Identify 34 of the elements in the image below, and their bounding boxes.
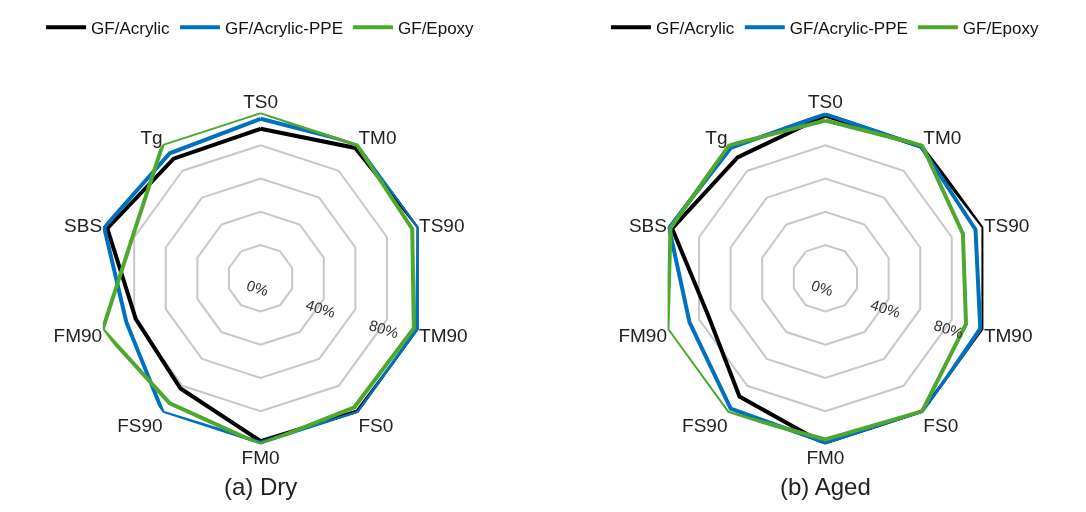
spoke-label: FM90: [618, 324, 667, 346]
spoke-label: FM0: [241, 446, 280, 468]
spoke-label: TM90: [419, 324, 468, 346]
text: (a) Dry: [224, 473, 298, 500]
spoke-label: TM90: [983, 324, 1033, 346]
spoke-label: TS90: [983, 214, 1030, 236]
legend-label: GF/Epoxy: [398, 18, 475, 38]
legend-label: GF/Epoxy: [962, 18, 1039, 38]
spoke-label: TS0: [807, 90, 843, 112]
spoke-label: TM0: [358, 127, 397, 149]
y-tick-label: 80%: [366, 316, 401, 342]
spoke-label: FS90: [117, 415, 163, 437]
spoke-label: TS0: [243, 90, 279, 112]
spoke-label: SBS: [628, 214, 667, 236]
spoke-label: FM90: [53, 324, 103, 346]
spoke-label: TM0: [923, 127, 962, 149]
spoke-label: FM0: [806, 446, 845, 468]
y-tick-label: 0%: [809, 276, 836, 300]
y-tick-label: 40%: [303, 295, 338, 322]
y-tick-label: 40%: [868, 295, 903, 322]
spoke-label: FS0: [358, 415, 394, 437]
text: (b) Aged: [780, 473, 871, 500]
spoke-label: Tg: [705, 127, 728, 149]
spoke-label: Tg: [140, 127, 163, 149]
legend-label: GF/Acrylic: [91, 18, 170, 38]
spoke-label: TS90: [419, 214, 465, 236]
y-tick-label: 80%: [931, 316, 966, 342]
legend-label: GF/Acrylic-PPE: [224, 18, 344, 38]
spoke-label: FS0: [923, 415, 959, 437]
legend-label: GF/Acrylic: [655, 18, 735, 38]
spoke-label: SBS: [64, 214, 103, 236]
legend-label: GF/Acrylic-PPE: [789, 18, 908, 38]
spoke-label: FS90: [682, 415, 728, 437]
y-tick-label: 0%: [244, 276, 271, 300]
